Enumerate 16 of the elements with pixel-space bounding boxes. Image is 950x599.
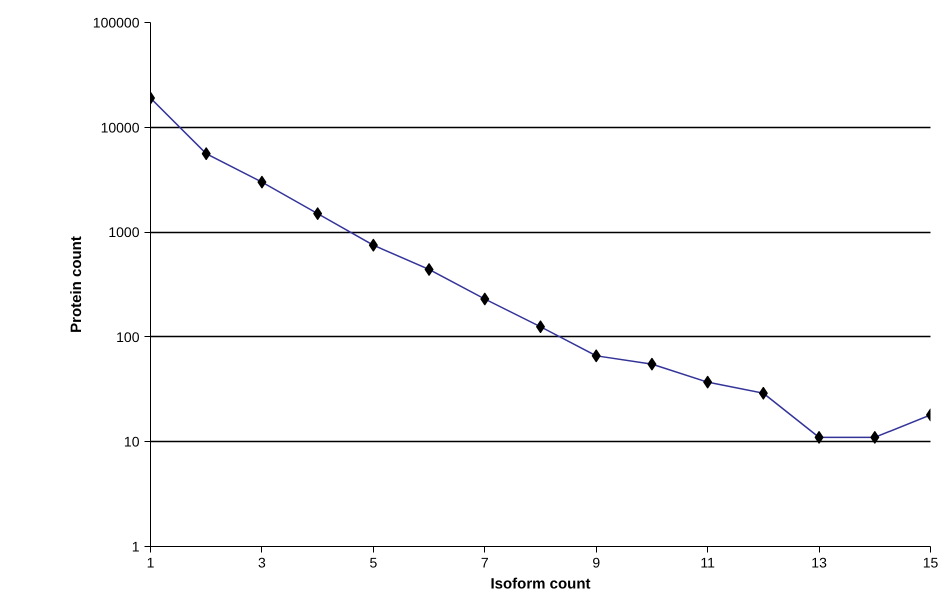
x-tick-label: 7 [480,554,489,570]
y-tick-label: 1 [132,538,140,554]
x-axis-title: Isoform count [490,576,591,592]
x-tick-label: 13 [811,554,828,570]
x-tick-label: 5 [369,554,378,570]
y-tick-label: 100 [116,328,140,345]
x-tick-label: 1 [146,554,155,570]
x-tick-label: 11 [700,554,716,570]
x-tick-label: 9 [592,554,600,570]
y-tick-label: 1000 [108,224,140,240]
y-tick-label: 10000 [100,119,140,136]
x-tick-label: 15 [922,554,938,570]
y-tick-label: 10 [124,434,140,450]
x-tick-label: 3 [258,554,266,570]
y-axis-title: Protein count [68,236,85,333]
y-tick-label: 100000 [92,14,140,30]
